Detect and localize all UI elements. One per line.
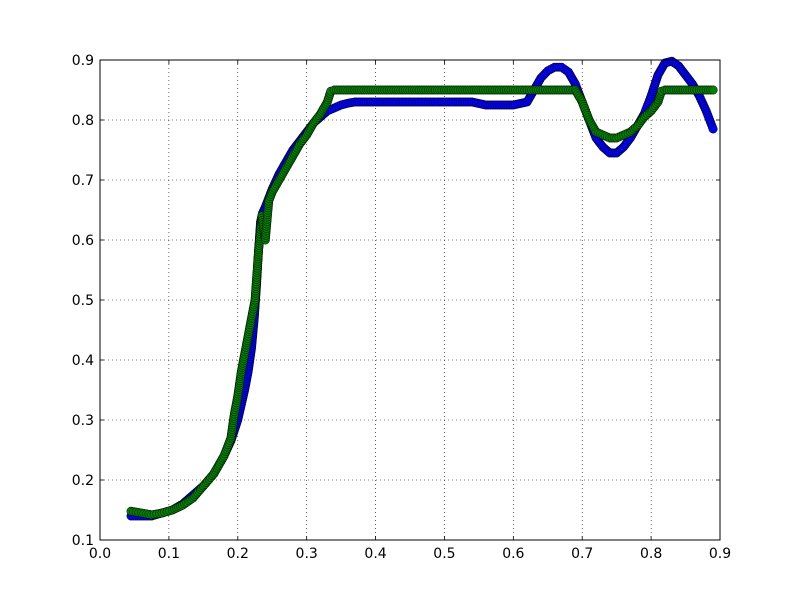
x-tick-label: 0.5 [433, 546, 455, 562]
y-tick-label: 0.7 [72, 173, 94, 189]
x-tick-label: 0.3 [296, 546, 318, 562]
x-tick-label: 0.8 [640, 546, 662, 562]
data-point [708, 124, 718, 134]
series-1-points [126, 56, 718, 521]
y-tick-label: 0.8 [72, 113, 94, 129]
y-tick-label: 0.5 [72, 293, 94, 309]
y-tick-label: 0.9 [72, 53, 94, 69]
x-tick-label: 0.0 [89, 546, 111, 562]
y-tick-label: 0.4 [72, 353, 94, 369]
series-2-points [126, 85, 718, 520]
data-point [708, 85, 718, 95]
y-tick-label: 0.1 [72, 533, 94, 549]
y-tick-label: 0.6 [72, 233, 94, 249]
y-tick-label: 0.2 [72, 473, 94, 489]
x-tick-label: 0.2 [227, 546, 249, 562]
x-tick-label: 0.4 [364, 546, 386, 562]
x-tick-label: 0.9 [709, 546, 731, 562]
x-tick-label: 0.1 [158, 546, 180, 562]
data-points [126, 56, 718, 521]
tick-labels: 0.0 0.1 0.2 0.3 0.4 0.5 0.6 0.7 0.8 0.90.10.20.30… [72, 53, 731, 562]
x-tick-label: 0.7 [571, 546, 593, 562]
y-tick-label: 0.3 [72, 413, 94, 429]
x-tick-label: 0.6 [502, 546, 524, 562]
axis-ticks [99, 59, 721, 541]
